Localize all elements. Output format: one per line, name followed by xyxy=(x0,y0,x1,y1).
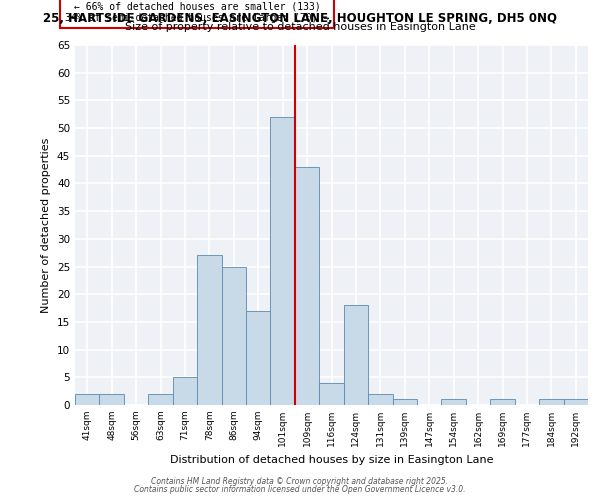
Text: Contains public sector information licensed under the Open Government Licence v3: Contains public sector information licen… xyxy=(134,484,466,494)
Bar xyxy=(319,383,344,405)
Bar xyxy=(173,378,197,405)
Bar xyxy=(197,256,221,405)
Y-axis label: Number of detached properties: Number of detached properties xyxy=(41,138,52,312)
Bar xyxy=(368,394,392,405)
X-axis label: Distribution of detached houses by size in Easington Lane: Distribution of detached houses by size … xyxy=(170,454,493,464)
Text: 25 HARTSIDE GARDENS: 110sqm
← 66% of detached houses are smaller (133)
34% of se: 25 HARTSIDE GARDENS: 110sqm ← 66% of det… xyxy=(65,0,329,23)
Text: 25, HARTSIDE GARDENS, EASINGTON LANE, HOUGHTON LE SPRING, DH5 0NQ: 25, HARTSIDE GARDENS, EASINGTON LANE, HO… xyxy=(43,12,557,26)
Bar xyxy=(490,400,515,405)
Bar xyxy=(563,400,588,405)
Bar xyxy=(148,394,173,405)
Text: Size of property relative to detached houses in Easington Lane: Size of property relative to detached ho… xyxy=(125,22,475,32)
Bar xyxy=(344,306,368,405)
Bar xyxy=(392,400,417,405)
Bar xyxy=(271,117,295,405)
Bar xyxy=(100,394,124,405)
Bar xyxy=(295,167,319,405)
Text: Contains HM Land Registry data © Crown copyright and database right 2025.: Contains HM Land Registry data © Crown c… xyxy=(151,477,449,486)
Bar xyxy=(442,400,466,405)
Bar xyxy=(246,311,271,405)
Bar xyxy=(75,394,100,405)
Bar xyxy=(221,266,246,405)
Bar xyxy=(539,400,563,405)
